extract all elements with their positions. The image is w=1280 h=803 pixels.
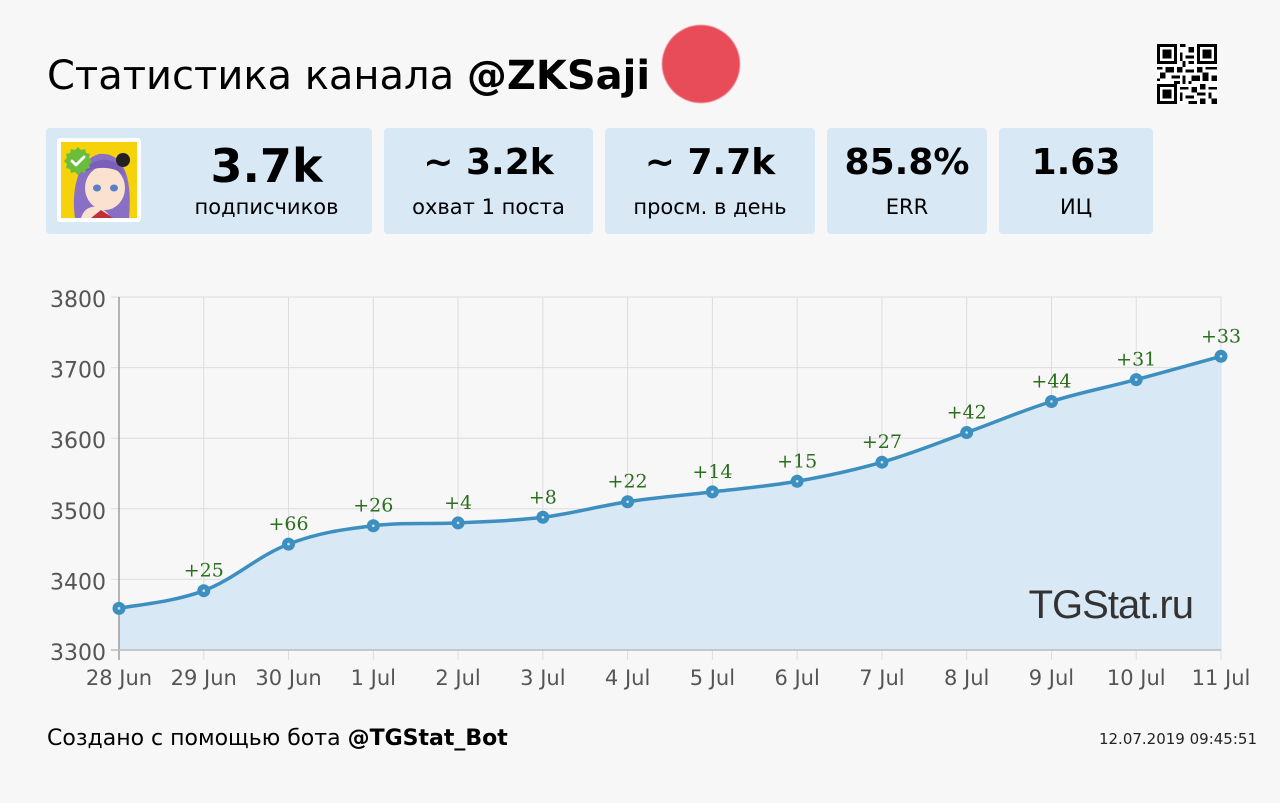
stat-card-reach: ~ 3.2k охват 1 поста — [384, 128, 593, 234]
y-tick-label: 3700 — [50, 359, 106, 384]
delta-label: +8 — [529, 486, 557, 508]
chart-y-tick-labels: 3800 3700 3600 3500 3400 3300 — [50, 288, 106, 666]
chart-delta-labels: +25 +66 +26 +4 +8 +22 +14 +15 +27 +42 +44 +31 +33 — [184, 325, 1241, 581]
x-tick-label: 9 Jul — [1029, 666, 1074, 690]
delta-label: +25 — [184, 560, 224, 582]
stat-label: охват 1 поста — [412, 195, 565, 219]
data-point-center — [372, 524, 375, 528]
footer-prefix: Создано с помощью бота — [47, 726, 348, 751]
y-tick-label: 3300 — [50, 641, 106, 666]
delta-label: +27 — [862, 431, 902, 453]
chart-area-fill — [119, 356, 1221, 650]
delta-label: +31 — [1116, 349, 1156, 371]
data-point-center — [626, 500, 629, 504]
delta-label: +15 — [777, 450, 817, 472]
data-point-center — [1134, 378, 1138, 381]
data-point-center — [202, 589, 206, 592]
delta-label: +22 — [608, 471, 648, 493]
data-point-center — [287, 542, 290, 546]
x-tick-label: 5 Jul — [690, 666, 735, 690]
delta-label: +26 — [353, 495, 393, 517]
x-tick-label: 3 Jul — [520, 666, 565, 690]
y-tick-label: 3800 — [50, 288, 106, 313]
y-tick-label: 3400 — [50, 570, 106, 595]
chart-points — [112, 349, 1228, 615]
data-point-center — [117, 607, 121, 610]
subscribers-chart: TGStat.ru +25 +66 +26 +4 +8 +22 +14 +15 +27 +42 +4… — [50, 288, 1250, 690]
delta-label: +14 — [692, 461, 732, 483]
chart-axes — [111, 297, 1221, 660]
channel-avatar — [57, 138, 141, 222]
x-tick-label: 8 Jul — [944, 666, 989, 690]
x-tick-label: 2 Jul — [435, 666, 480, 690]
stat-value: ~ 7.7k — [644, 142, 776, 183]
delta-label: +66 — [268, 513, 308, 535]
x-tick-label: 28 Jun — [86, 666, 152, 690]
x-tick-label: 4 Jul — [605, 666, 650, 690]
x-tick-label: 10 Jul — [1107, 666, 1166, 690]
touch-indicator — [662, 25, 740, 103]
data-point-center — [711, 490, 714, 494]
stat-card-err: 85.8% ERR — [827, 128, 987, 234]
x-tick-label: 7 Jul — [859, 666, 904, 690]
channel-handle[interactable]: @ZKSaji — [466, 53, 651, 99]
delta-label: +42 — [947, 402, 987, 424]
stat-value: 1.63 — [1031, 142, 1121, 183]
stat-value: 85.8% — [844, 142, 970, 183]
stat-label: подписчиков — [194, 195, 339, 219]
x-tick-label: 11 Jul — [1192, 666, 1251, 690]
chart-watermark: TGStat.ru — [1029, 583, 1193, 627]
bot-handle[interactable]: @TGStat_Bot — [347, 726, 508, 751]
chart-x-tick-labels: 28 Jun 29 Jun 30 Jun 1 Jul 2 Jul 3 Jul 4 Jul 5 … — [86, 666, 1250, 690]
stat-card-citation-index: 1.63 ИЦ — [999, 128, 1153, 234]
y-tick-label: 3500 — [50, 500, 106, 525]
stat-label: ИЦ — [1059, 195, 1092, 219]
stat-value: ~ 3.2k — [423, 142, 554, 183]
stat-card-daily-views: ~ 7.7k просм. в день — [605, 128, 815, 234]
y-tick-label: 3600 — [50, 429, 106, 454]
stat-label: просм. в день — [633, 195, 787, 219]
x-tick-label: 1 Jul — [351, 666, 396, 690]
chart-line — [118, 354, 1222, 611]
data-point-center — [541, 515, 545, 519]
verified-badge-icon — [64, 147, 92, 175]
rose-ornament — [116, 153, 130, 167]
x-tick-label: 29 Jun — [171, 666, 237, 690]
delta-label: +33 — [1201, 325, 1241, 347]
data-point-center — [1050, 400, 1053, 403]
page-title: Статистика канала @ZKSaji — [47, 52, 650, 100]
data-point-center — [795, 479, 799, 483]
data-point-center — [456, 521, 460, 525]
delta-label: +44 — [1031, 370, 1071, 392]
data-point-center — [1219, 355, 1223, 358]
title-prefix: Статистика канала — [47, 53, 467, 99]
data-point-center — [880, 460, 884, 464]
x-tick-label: 30 Jun — [255, 666, 321, 690]
delta-label: +4 — [444, 492, 472, 514]
footer-timestamp: 12.07.2019 09:45:51 — [1098, 730, 1257, 748]
footer-credit: Создано с помощью бота @TGStat_Bot — [47, 725, 508, 753]
x-tick-label: 6 Jul — [774, 666, 819, 690]
stat-label: ERR — [885, 195, 929, 219]
stat-value: 3.7k — [210, 139, 323, 193]
data-point-center — [965, 431, 968, 434]
qr-code-icon — [1157, 44, 1217, 104]
